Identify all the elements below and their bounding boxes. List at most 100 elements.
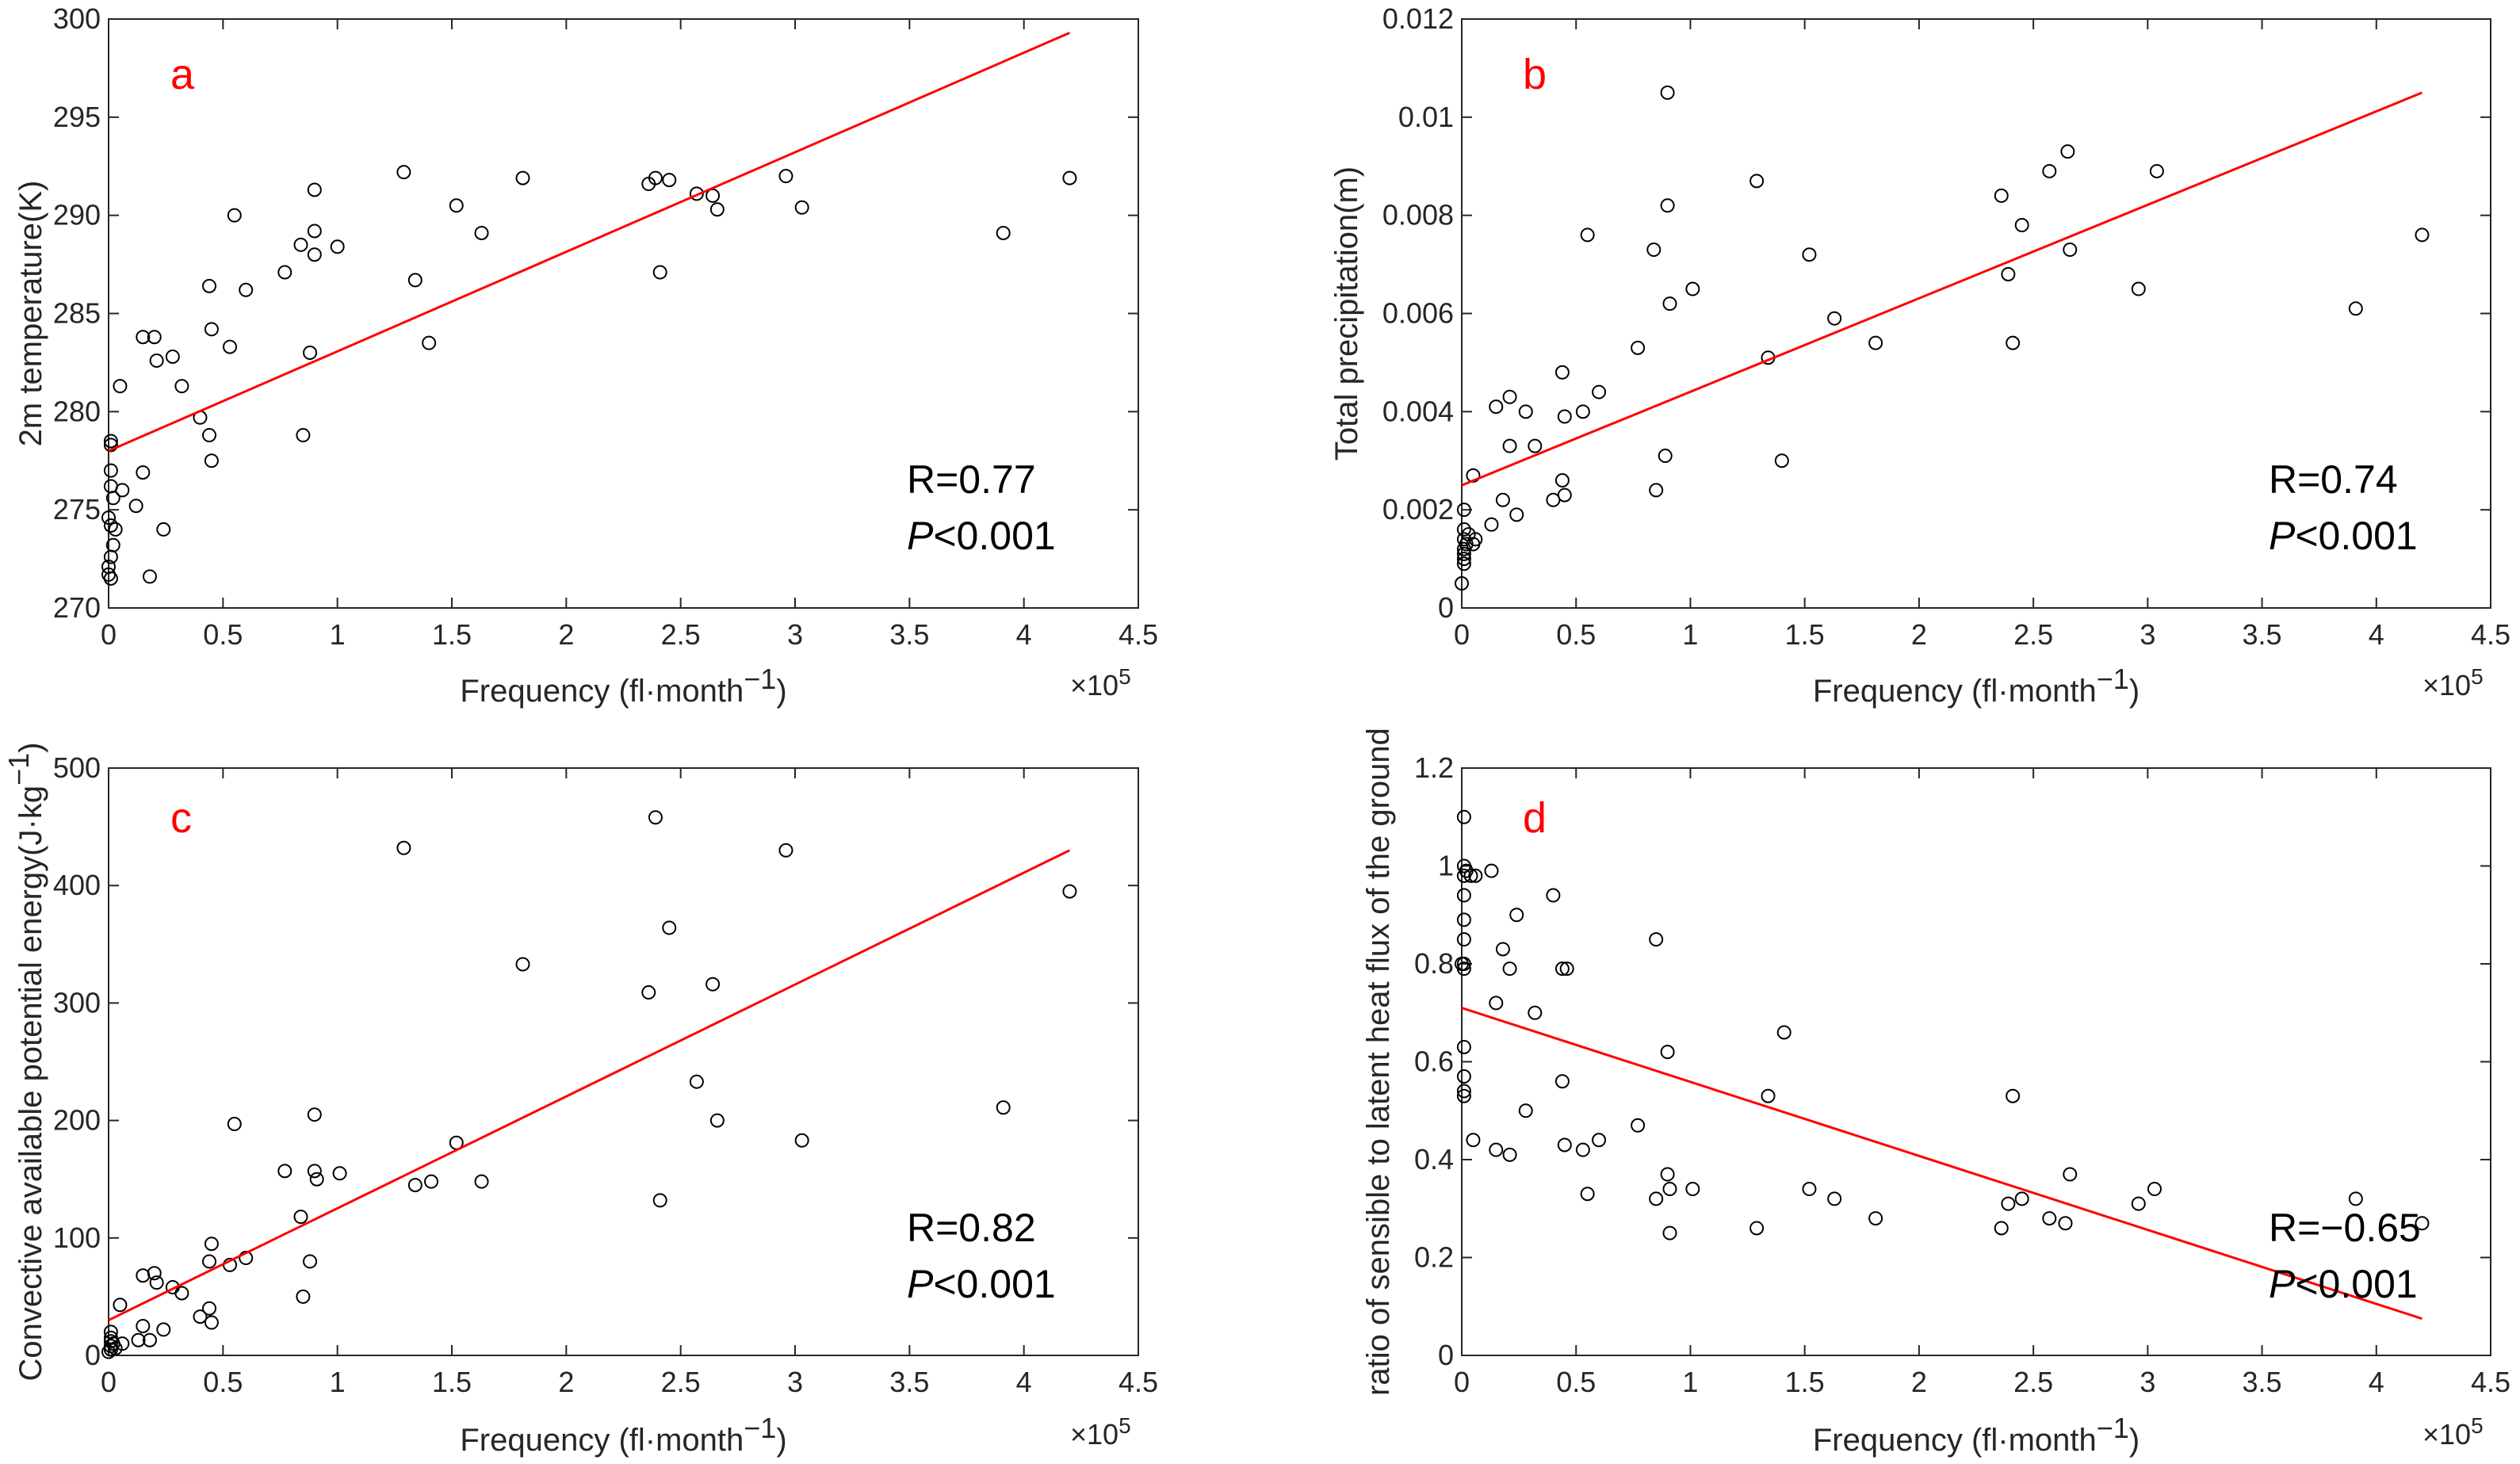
data-point — [136, 465, 151, 480]
correlation-label: R=−0.65 — [2269, 1206, 2421, 1250]
data-point — [1559, 961, 1574, 977]
x-tick-label: 0 — [101, 618, 117, 651]
data-point — [204, 322, 219, 337]
y-tick-label: 295 — [53, 101, 101, 133]
data-point — [1649, 932, 1664, 947]
data-point — [1802, 1182, 1817, 1197]
data-point — [174, 1286, 189, 1301]
data-point — [147, 330, 162, 345]
x-axis-label-exponent: −1 — [744, 663, 776, 695]
data-point — [1868, 335, 1883, 350]
data-point — [202, 1301, 217, 1316]
data-point — [136, 330, 151, 345]
data-point — [652, 1193, 667, 1208]
data-point — [2348, 1191, 2363, 1206]
x-tick-label: 1.5 — [1785, 1366, 1825, 1398]
data-point — [293, 1210, 308, 1225]
plot-frame — [108, 767, 1139, 1356]
data-point — [165, 349, 180, 364]
x-tick-label: 4.5 — [2471, 618, 2510, 651]
correlation-label: R=0.77 — [907, 457, 1036, 502]
data-point — [149, 1275, 164, 1290]
data-point — [1062, 170, 1077, 185]
x-axis-multiplier-exponent: 5 — [1119, 1413, 1131, 1438]
data-point — [1456, 1084, 1471, 1099]
y-tick-label: 275 — [53, 493, 101, 526]
data-point — [706, 977, 721, 992]
data-point — [1685, 1182, 1700, 1197]
y-axis-label: Total precipitation(m) — [1329, 166, 1364, 461]
data-point — [296, 1289, 311, 1304]
x-tick-label: 3.5 — [2243, 1366, 2282, 1398]
p-value-symbol: P — [907, 514, 934, 558]
data-point — [1495, 942, 1510, 957]
data-point — [131, 1332, 146, 1347]
data-point — [103, 434, 118, 449]
x-tick-label: 2.5 — [661, 618, 701, 651]
data-point — [1575, 1142, 1590, 1157]
y-tick-label: 0.002 — [1382, 493, 1454, 526]
data-point — [1631, 1118, 1646, 1133]
x-axis-label-exponent: −1 — [744, 1412, 776, 1444]
y-tick-label: 0.8 — [1414, 947, 1454, 980]
panel-letter: c — [170, 794, 192, 842]
data-point — [113, 379, 128, 394]
x-axis-multiplier: ×105 — [1070, 664, 1131, 701]
data-point — [2063, 1167, 2078, 1182]
y-tick-label: 200 — [53, 1104, 101, 1137]
data-point — [1646, 243, 1662, 258]
data-point — [778, 843, 793, 858]
data-point — [1592, 384, 1607, 399]
data-point — [1456, 546, 1471, 561]
data-point — [277, 1164, 293, 1179]
x-axis-multiplier-base: ×10 — [2422, 669, 2471, 701]
data-point — [2001, 266, 2016, 281]
p-value-text: <0.001 — [933, 514, 1055, 558]
regression-line — [108, 31, 1070, 453]
x-tick-label: 2 — [1911, 618, 1927, 651]
data-point — [1557, 1137, 1572, 1152]
data-point — [1662, 296, 1677, 312]
data-point — [2131, 281, 2146, 296]
p-value-label: P<0.001 — [2269, 1262, 2418, 1306]
x-tick-label: 2 — [558, 1366, 574, 1398]
p-value-label: P<0.001 — [907, 1262, 1056, 1306]
y-tick-label: 0 — [85, 1339, 101, 1371]
correlation-label: R=0.82 — [907, 1206, 1036, 1250]
x-tick-label: 1.5 — [432, 618, 472, 651]
y-axis-label-text: 2m temperature(K) — [13, 181, 48, 447]
data-point — [307, 182, 322, 197]
data-point — [1456, 522, 1471, 537]
x-tick-label: 2.5 — [2013, 1366, 2053, 1398]
data-point — [1554, 365, 1570, 380]
data-point — [1660, 1167, 1675, 1182]
data-point — [2014, 218, 2029, 233]
data-point — [1468, 532, 1483, 547]
y-tick-label: 280 — [53, 395, 101, 427]
x-axis-label-text: Frequency (fl·month — [460, 674, 744, 709]
data-point — [1557, 409, 1572, 424]
data-point — [1456, 888, 1471, 903]
data-point — [662, 173, 677, 188]
x-tick-label: 3 — [2140, 1366, 2155, 1398]
data-point — [296, 428, 311, 443]
data-point — [136, 1318, 151, 1333]
data-point — [1456, 503, 1471, 518]
x-tick-label: 0 — [1454, 1366, 1470, 1398]
x-tick-label: 3.5 — [889, 618, 929, 651]
x-tick-label: 3 — [787, 618, 803, 651]
regression-line — [108, 849, 1071, 1321]
data-point — [142, 1332, 157, 1347]
data-point — [1502, 438, 1517, 453]
p-value-text: <0.001 — [2295, 514, 2417, 558]
data-point — [407, 1178, 423, 1193]
p-value-label: P<0.001 — [2269, 514, 2418, 558]
data-point — [1580, 227, 1595, 243]
data-point — [689, 186, 704, 201]
data-point — [709, 202, 725, 217]
y-axis-label-exponent: −1 — [2, 753, 35, 786]
data-point — [1456, 961, 1471, 977]
y-axis-label-close: ) — [13, 743, 48, 753]
x-axis-label: Frequency (fl·month−1) — [1813, 663, 2140, 709]
